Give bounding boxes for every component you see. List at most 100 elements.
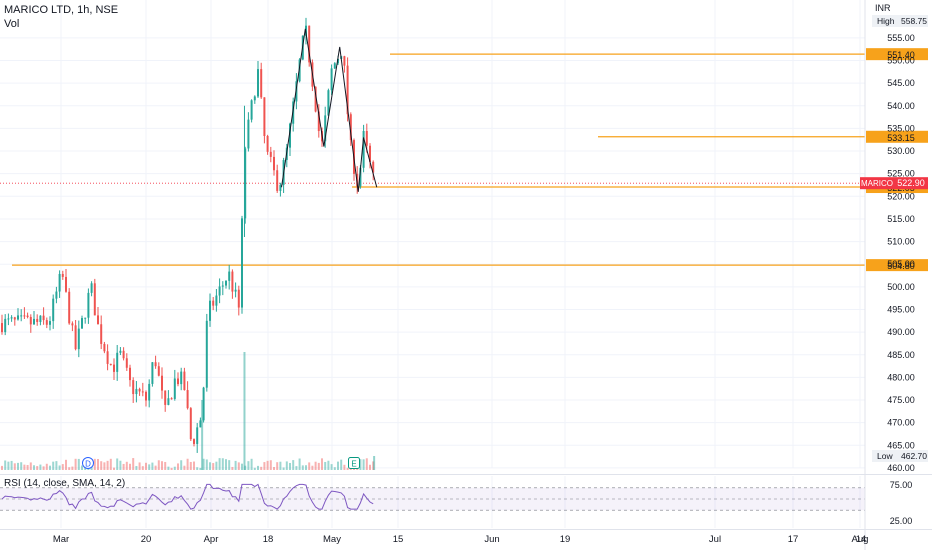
volume-bar [298, 458, 301, 470]
price-tick: 530.00 [887, 146, 915, 156]
candle-body [65, 276, 67, 292]
volume-bar [52, 461, 55, 470]
volume-bar [180, 460, 183, 470]
candle-body [36, 318, 39, 322]
level-badge [866, 130, 928, 143]
time-tick: Jun [484, 534, 499, 545]
level-badge [866, 259, 928, 272]
candle-body [61, 273, 64, 277]
time-tick: 15 [393, 534, 404, 545]
candle-body [148, 383, 151, 401]
time-tick: 20 [141, 534, 152, 545]
candle-body [337, 58, 339, 64]
volume-bar [289, 462, 291, 470]
candle-body [122, 350, 125, 359]
level-label: 504.80 [887, 261, 915, 271]
high-label: High [877, 16, 895, 26]
volume-label[interactable]: Vol [4, 18, 20, 30]
volume-bar [269, 460, 272, 470]
candle-body [71, 323, 74, 326]
price-tick: 465.00 [887, 440, 915, 450]
volume-bar [122, 463, 125, 470]
candle-body [241, 218, 243, 308]
last-price-badge [895, 177, 928, 190]
volume-bar [282, 467, 285, 470]
volume-bar [49, 465, 51, 470]
volume-bar [225, 459, 227, 470]
candle-body [49, 321, 51, 325]
candle-body [314, 86, 317, 112]
candle-body [1, 323, 3, 333]
time-tick: Mar [53, 534, 69, 545]
candle-body [298, 59, 301, 82]
volume-bar [189, 461, 192, 470]
volume-bar [263, 462, 266, 470]
candle-body [212, 300, 215, 306]
volume-bar [71, 466, 74, 470]
candle-body [260, 69, 263, 98]
grid [0, 0, 865, 528]
candle-body [215, 295, 218, 306]
volume-bar [340, 459, 343, 470]
volume-bar [36, 466, 39, 470]
volume-bar [250, 458, 253, 470]
volume-bar [183, 465, 186, 470]
rsi-legend[interactable]: RSI (14, close, SMA, 14, 2) [4, 478, 126, 489]
volume-bar [97, 458, 99, 470]
candle-body [349, 114, 352, 141]
volume-bar [305, 465, 307, 470]
price-tick: 505.00 [887, 259, 915, 269]
volume-bar [247, 461, 250, 470]
candle-body [17, 315, 19, 320]
candle-body [327, 90, 330, 116]
candle-body [87, 292, 90, 318]
price-tick: 525.00 [887, 169, 915, 179]
candle-body [141, 391, 144, 393]
volume-bar [324, 461, 327, 470]
volume-bar [33, 465, 35, 470]
candle-body [237, 289, 240, 308]
volume-bar [17, 462, 19, 470]
volume-bar [74, 458, 77, 470]
price-tick: 490.00 [887, 327, 915, 337]
candle-body [289, 123, 291, 148]
candle-body [10, 317, 13, 319]
price-tick: 515.00 [887, 214, 915, 224]
candle-body [257, 69, 259, 97]
volume-bar [177, 463, 179, 470]
candle-body [250, 100, 253, 120]
volume-bar [1, 465, 3, 470]
volume-bar [164, 461, 167, 470]
volume-bar [55, 461, 58, 470]
volume-bar [10, 460, 13, 470]
candle-body [29, 316, 32, 325]
volume-bar [218, 458, 221, 470]
candle-body [173, 378, 176, 399]
volume-bar [23, 464, 26, 470]
candle-body [135, 388, 138, 395]
volume-bar [93, 458, 96, 470]
volume-bar [13, 463, 16, 470]
volume-bar [145, 462, 147, 470]
event-marker: D [82, 457, 94, 469]
volume-bar [186, 458, 189, 470]
candle-body [177, 378, 179, 385]
price-tick: 485.00 [887, 350, 915, 360]
candle-body [23, 315, 26, 317]
volume-spike [373, 456, 376, 470]
candle-body [221, 285, 224, 287]
candle-body [145, 391, 147, 401]
symbol-title[interactable]: MARICO LTD, 1h, NSE [4, 4, 119, 16]
candle-body [276, 170, 279, 191]
candle-body [157, 366, 160, 376]
volume-bar [327, 460, 330, 470]
candle-body [20, 315, 23, 317]
volume-bar [215, 461, 218, 470]
candle-body [77, 328, 80, 350]
candle-body [369, 145, 371, 162]
volume-bar [26, 465, 29, 470]
candle-body [359, 167, 362, 187]
